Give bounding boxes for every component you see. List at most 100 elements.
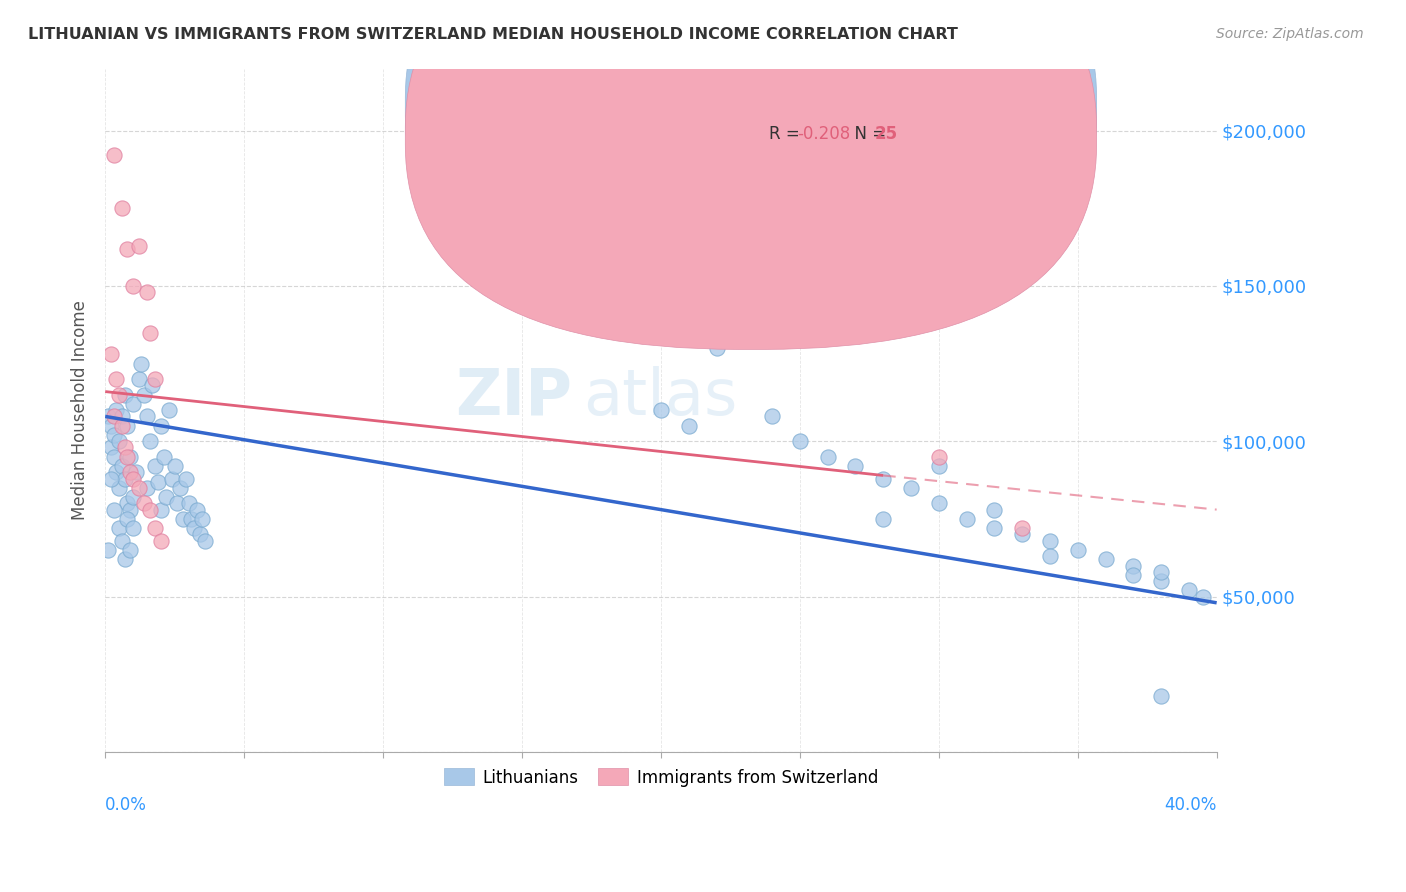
Point (128, 481, 150, 495)
Point (149, 533, 172, 548)
Point (100, 441, 122, 455)
Text: R =: R = (769, 125, 804, 143)
Point (1150, 689, 1173, 703)
Point (621, 285, 644, 300)
Point (97, 543, 120, 558)
Point (128, 372, 150, 386)
Point (100, 347, 122, 361)
Point (1039, 533, 1062, 548)
Text: 40.0%: 40.0% (1164, 797, 1216, 814)
Point (1191, 590, 1213, 604)
Point (105, 372, 128, 386)
Text: 25: 25 (875, 125, 897, 143)
Point (132, 387, 155, 401)
Point (117, 242, 139, 256)
Point (105, 403, 128, 417)
Point (138, 326, 160, 340)
Point (1150, 574, 1173, 588)
Text: N =: N = (845, 95, 891, 114)
Point (872, 512, 894, 526)
Text: Source: ZipAtlas.com: Source: ZipAtlas.com (1216, 27, 1364, 41)
Point (761, 409, 783, 424)
Point (163, 459, 186, 474)
Point (120, 466, 142, 480)
Point (143, 521, 166, 535)
Point (844, 459, 866, 474)
Point (188, 527, 211, 541)
Point (111, 409, 134, 424)
Point (135, 481, 157, 495)
Point (122, 279, 145, 293)
Point (155, 490, 177, 504)
Point (143, 459, 166, 474)
Point (1011, 527, 1033, 541)
Point (678, 418, 700, 433)
Point (135, 409, 157, 424)
Point (194, 533, 217, 548)
Point (138, 502, 160, 516)
Point (1122, 567, 1144, 582)
Point (983, 521, 1005, 535)
Point (117, 450, 139, 464)
Point (157, 403, 180, 417)
Text: N =: N = (845, 125, 891, 143)
Point (128, 238, 150, 252)
Point (125, 466, 148, 480)
Point (928, 459, 950, 474)
Point (114, 387, 136, 401)
Text: -0.208: -0.208 (797, 125, 851, 143)
Point (183, 521, 205, 535)
Point (122, 397, 145, 411)
Point (114, 471, 136, 485)
Point (650, 403, 672, 417)
Point (928, 496, 950, 510)
Point (117, 512, 139, 526)
Point (900, 481, 922, 495)
Point (122, 521, 145, 535)
Point (114, 441, 136, 455)
Point (135, 285, 157, 300)
Point (120, 450, 142, 464)
Point (141, 378, 163, 392)
FancyBboxPatch shape (723, 78, 917, 161)
Point (120, 502, 142, 516)
Point (149, 418, 172, 433)
Point (131, 357, 153, 371)
Point (120, 543, 142, 558)
Point (983, 502, 1005, 516)
Point (108, 521, 131, 535)
Point (872, 471, 894, 485)
Text: LITHUANIAN VS IMMIGRANTS FROM SWITZERLAND MEDIAN HOUSEHOLD INCOME CORRELATION CH: LITHUANIAN VS IMMIGRANTS FROM SWITZERLAN… (28, 27, 957, 42)
Point (103, 409, 125, 424)
Point (789, 434, 811, 449)
Point (169, 481, 191, 495)
Text: R =: R = (769, 95, 804, 114)
Point (103, 502, 125, 516)
Point (138, 434, 160, 449)
Point (149, 502, 172, 516)
Point (103, 148, 125, 162)
Point (114, 552, 136, 566)
Legend: Lithuanians, Immigrants from Switzerland: Lithuanians, Immigrants from Switzerland (436, 760, 886, 795)
Point (100, 418, 122, 433)
Point (1178, 583, 1201, 598)
Point (105, 466, 128, 480)
Text: atlas: atlas (583, 366, 738, 427)
FancyBboxPatch shape (405, 0, 1097, 320)
Point (160, 471, 183, 485)
Point (955, 512, 977, 526)
Point (1067, 543, 1090, 558)
Point (706, 341, 728, 355)
Point (177, 496, 200, 510)
Point (180, 512, 202, 526)
Point (108, 387, 131, 401)
Point (152, 450, 174, 464)
Point (484, 217, 506, 231)
Point (143, 372, 166, 386)
Point (1122, 558, 1144, 573)
Point (111, 459, 134, 474)
Point (111, 418, 134, 433)
Text: -0.360: -0.360 (797, 95, 851, 114)
Point (97, 409, 120, 424)
Text: 85: 85 (875, 95, 897, 114)
